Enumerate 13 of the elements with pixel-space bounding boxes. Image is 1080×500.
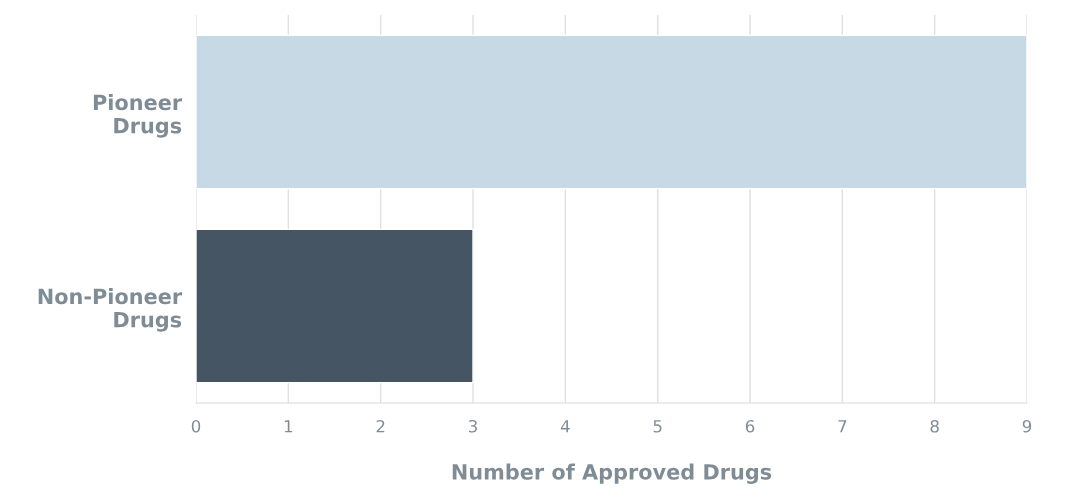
x-tick-label: 2 — [376, 419, 385, 433]
x-tick-label: 3 — [468, 419, 477, 433]
x-tick-label: 6 — [745, 419, 755, 433]
y-tick-label: Non-Pioneer Drugs — [38, 288, 183, 332]
x-tick-label: 5 — [653, 420, 662, 433]
x-tick-label: 4 — [560, 420, 570, 433]
x-tick-label: 7 — [838, 420, 847, 433]
x-tick-label: 9 — [1022, 419, 1032, 433]
x-tick-label: 1 — [284, 420, 293, 433]
x-axis-title: Number of Approved Drugs — [452, 463, 772, 484]
x-tick-label: 0 — [191, 419, 201, 433]
x-tick-label: 8 — [930, 419, 939, 433]
y-tick-label: Pioneer Drugs — [93, 94, 183, 138]
